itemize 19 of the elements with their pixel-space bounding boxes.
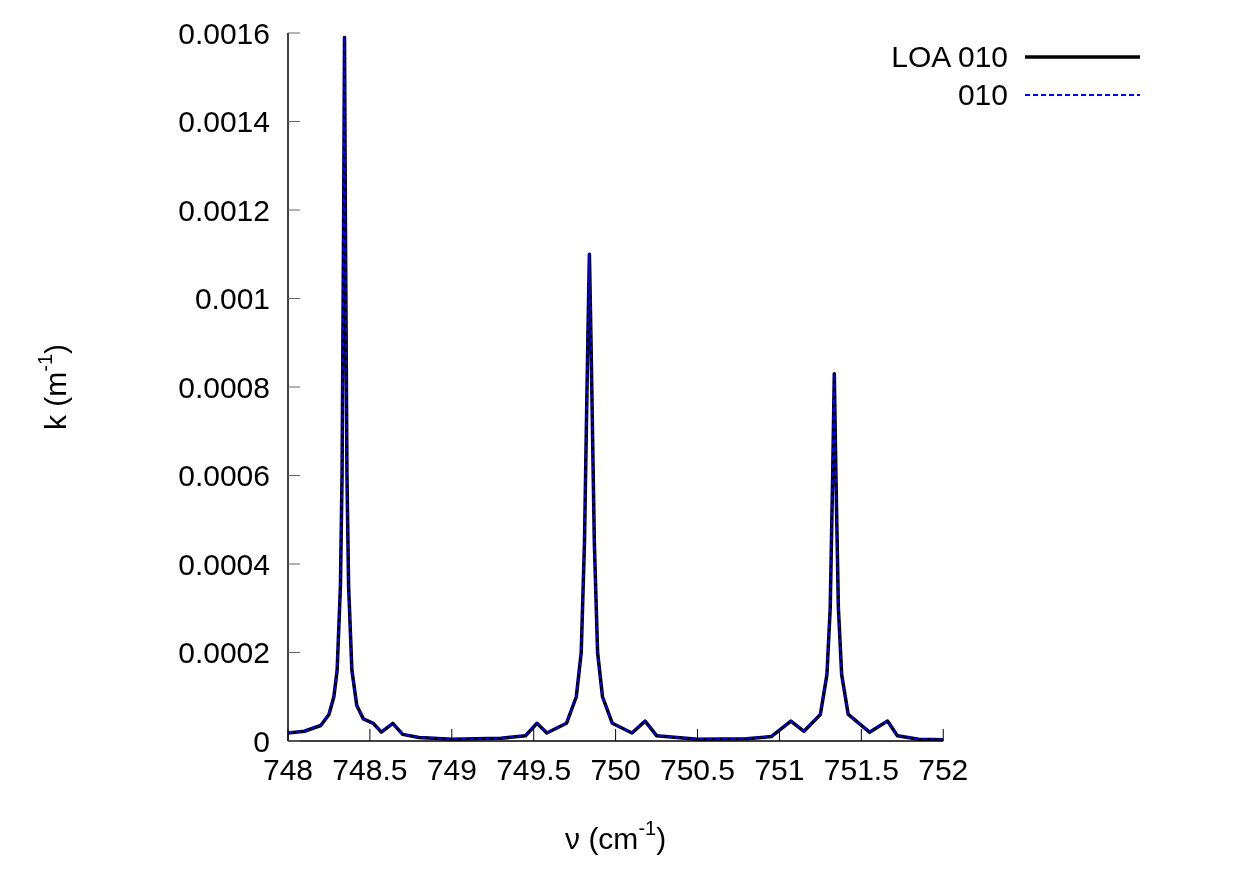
y-tick-label: 0.0008 — [178, 370, 270, 404]
x-tick-label: 751.5 — [823, 753, 899, 787]
x-tick-label: 749.5 — [496, 753, 572, 787]
x-tick-label: 750.5 — [659, 753, 736, 787]
x-axis-title: ν (cm$^{-1}$) — [565, 817, 667, 855]
y-tick-label: 0.0012 — [178, 193, 270, 227]
y-tick-label: 0.001 — [194, 282, 270, 316]
y-tick-label: 0.0002 — [178, 636, 270, 670]
y-tick-label: 0.0004 — [178, 547, 270, 581]
x-tick-label: 748.5 — [332, 753, 408, 787]
x-tick-label: 751 — [754, 753, 805, 787]
legend-label: LOA 010 — [891, 40, 1008, 74]
y-tick-label: 0.0014 — [178, 105, 270, 139]
legend-label: 010 — [957, 78, 1008, 112]
y-tick-label: 0.0006 — [178, 459, 270, 493]
x-tick-label: 750 — [590, 753, 641, 787]
x-tick-label: 749 — [426, 753, 477, 787]
y-tick-label: 0.0016 — [178, 16, 270, 50]
x-tick-label: 752 — [918, 753, 969, 787]
